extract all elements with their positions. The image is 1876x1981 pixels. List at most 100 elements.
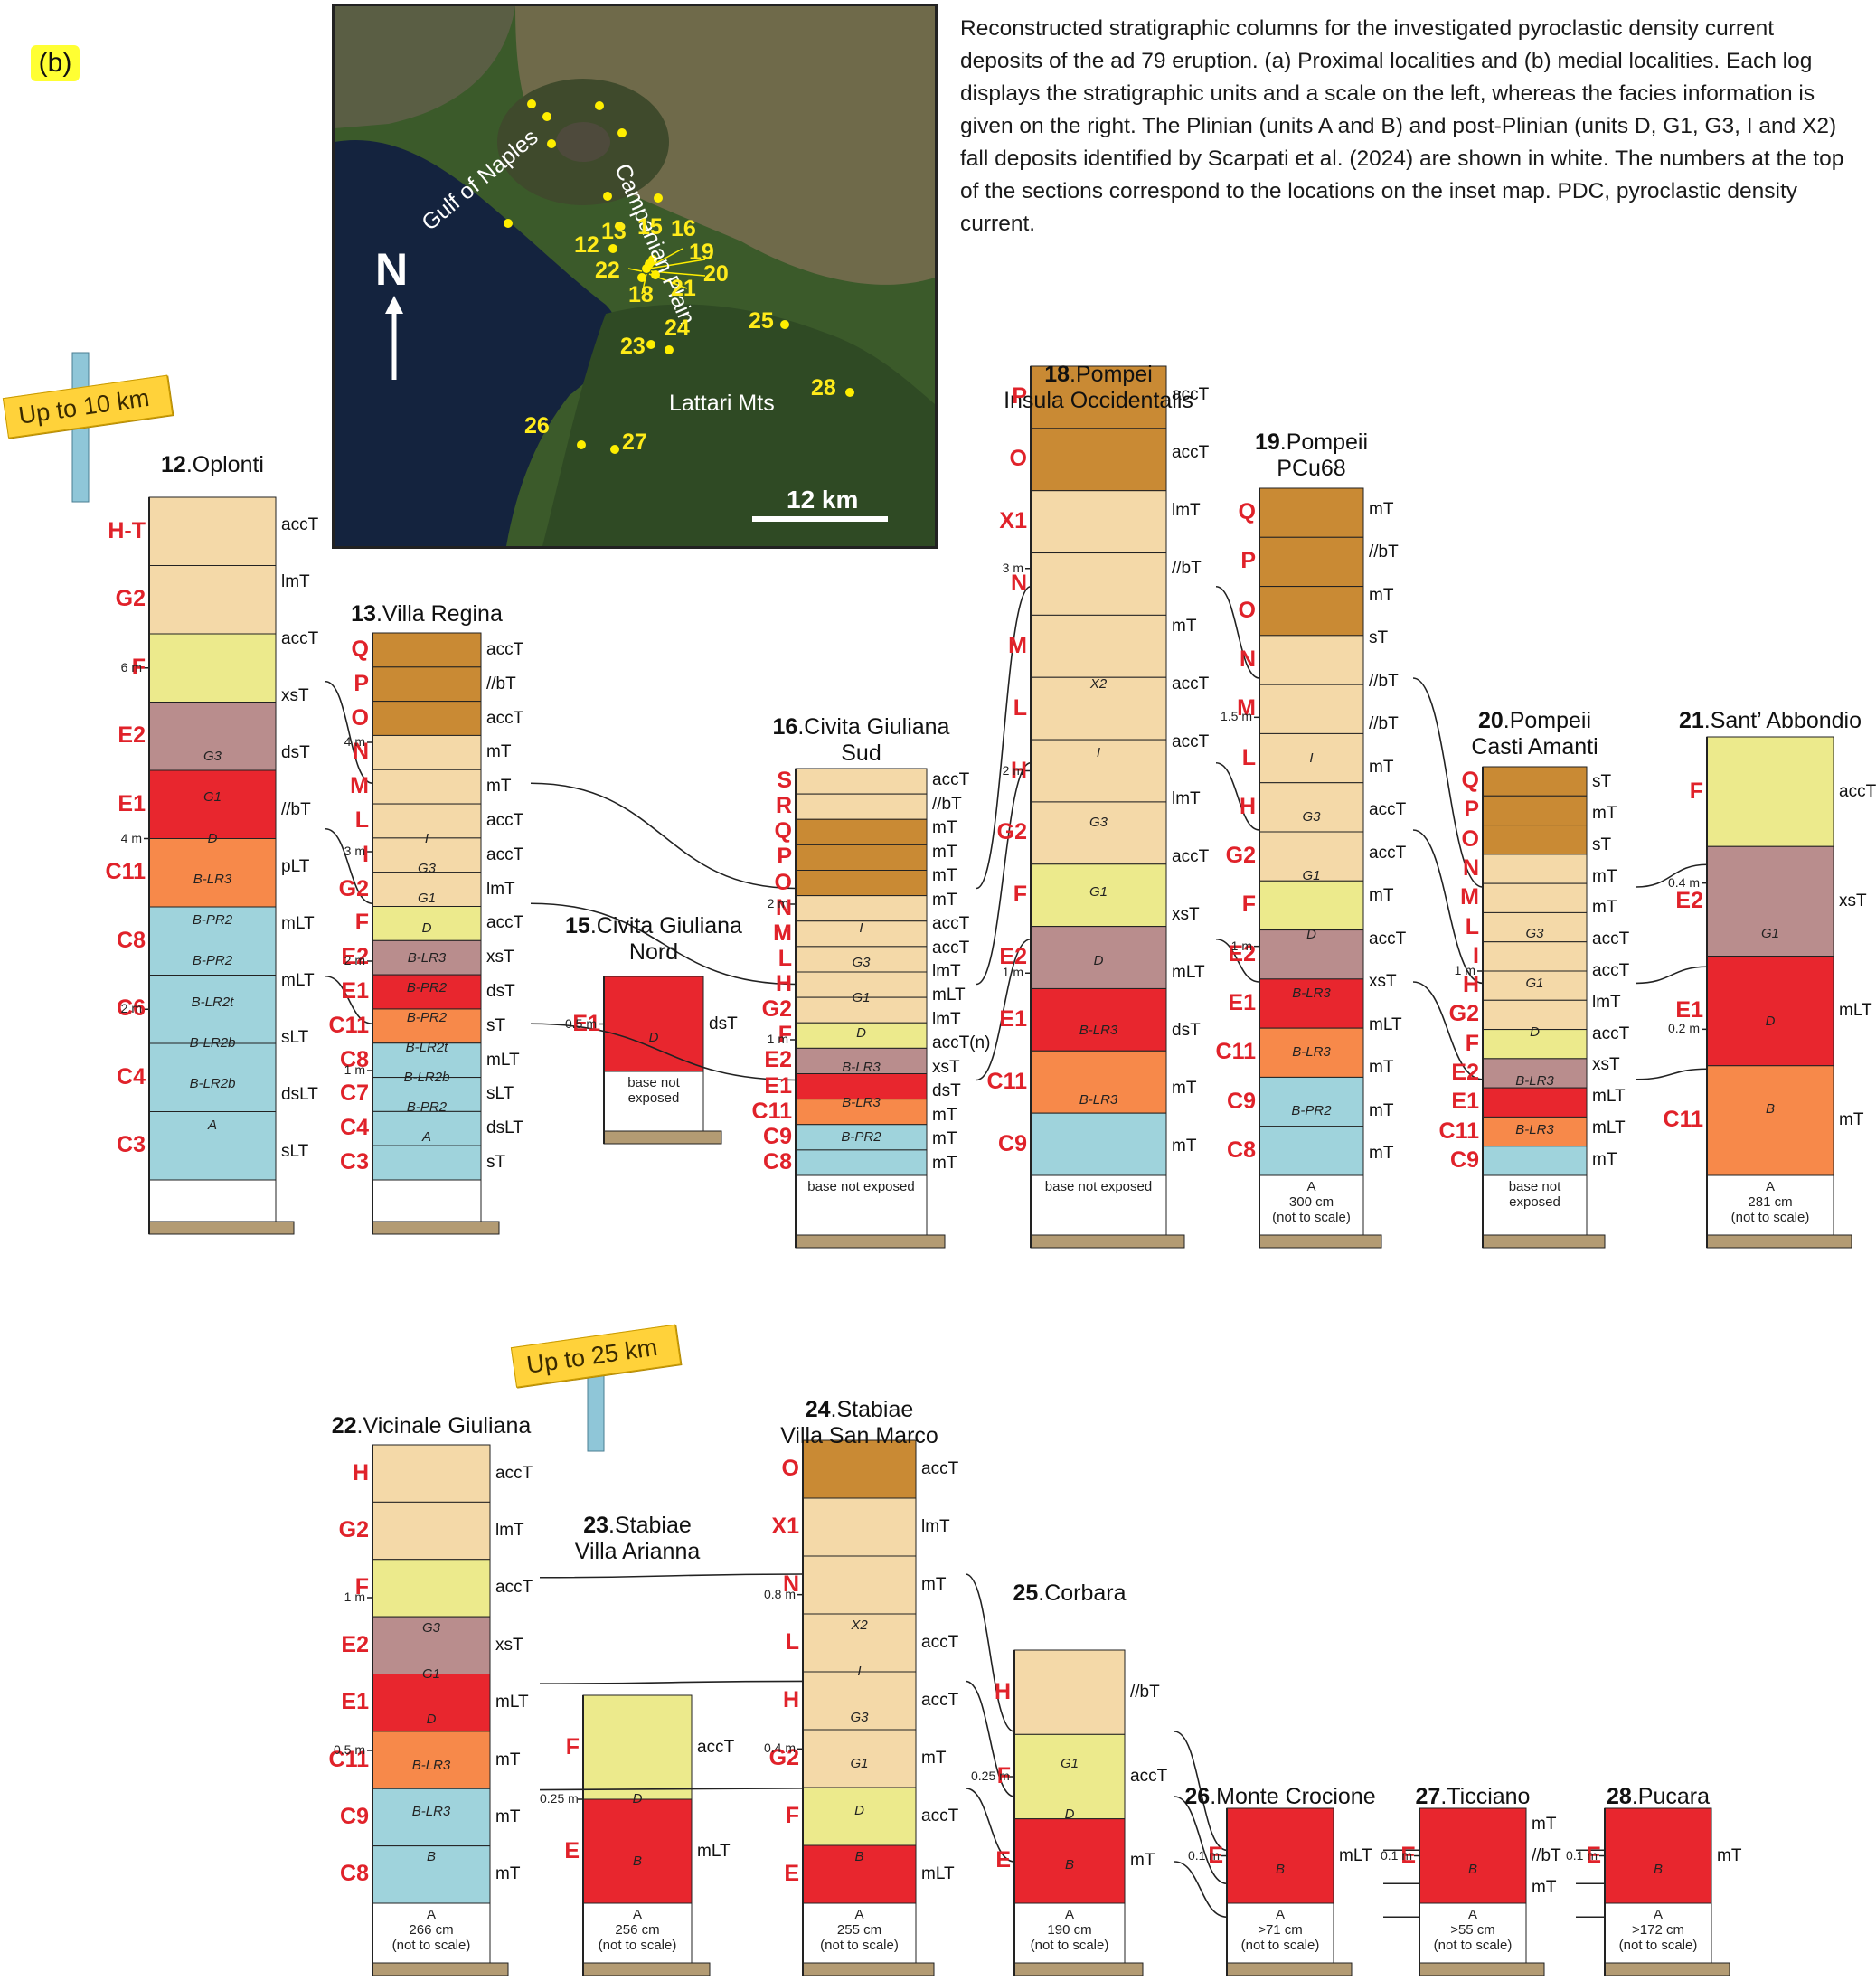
tie-line-1-1	[530, 902, 797, 986]
col-20-unit-o: O	[1461, 825, 1479, 852]
map-site-21: 21	[671, 276, 696, 301]
col-18-bed-name-5: B-LR3	[1079, 1023, 1118, 1039]
col-18-facies-7: lmT	[1172, 789, 1201, 809]
col-13-unit-c3: C3	[340, 1149, 369, 1175]
col-13-unit-c7: C7	[340, 1080, 369, 1107]
col-13-bed-name-1: G3	[417, 861, 436, 877]
col-16-bed-r	[795, 793, 928, 820]
col-22-bed-h	[372, 1444, 491, 1503]
col-16-bed-s	[795, 768, 928, 795]
col-18-facies-6: accT	[1172, 731, 1210, 751]
col-12-facies-3: xsT	[281, 686, 309, 706]
col-16-facies-15: mT	[932, 1129, 957, 1149]
col-12-ground	[148, 1221, 295, 1235]
col-19-facies-9: mT	[1369, 886, 1394, 906]
col-20-unit-p: P	[1464, 797, 1479, 823]
col-18-facies-11: dsT	[1172, 1021, 1201, 1041]
col-25-bed-name-0: G1	[1060, 1756, 1079, 1771]
col-13-bed-q	[372, 632, 482, 668]
col-21-ground	[1706, 1234, 1852, 1249]
col-23-base-label: A 256 cm (not to scale)	[598, 1907, 677, 1953]
col-16-number: 16	[772, 714, 798, 740]
col-28-number: 28	[1607, 1784, 1632, 1809]
col-18-bed-m	[1030, 614, 1167, 678]
map-site-dots	[504, 99, 854, 454]
col-21-unit-e1: E1	[1675, 997, 1703, 1024]
col-27-title-dot: .	[1440, 1784, 1447, 1809]
col-20-bed-g2	[1482, 999, 1588, 1031]
tie-line-4-0	[1412, 677, 1484, 888]
col-27-bed-name-0: B	[1467, 1862, 1477, 1878]
col-13-facies-5: accT	[486, 810, 524, 830]
col-13-ground	[372, 1221, 500, 1235]
col-19-ground	[1259, 1234, 1382, 1249]
tie-line-6-2	[539, 1788, 804, 1791]
col-20-facies-3: mT	[1592, 866, 1617, 886]
col-23-base-block	[582, 1902, 693, 1964]
col-16-bed-name-2: G1	[852, 989, 871, 1005]
col-15-base-label: base not exposed	[627, 1075, 680, 1106]
tie-line-3-0	[1215, 585, 1260, 679]
map-background	[335, 6, 935, 546]
col-27-facies-2: mT	[1532, 1877, 1557, 1897]
col-16-facies-8: lmT	[932, 962, 961, 981]
tie-line-5-0	[1636, 863, 1708, 888]
col-24-facies-4: accT	[921, 1691, 959, 1710]
col-18-facies-10: mLT	[1172, 963, 1205, 983]
col-19-unit-c8: C8	[1227, 1137, 1256, 1163]
tie-line-8-1	[1174, 1796, 1228, 1885]
col-13-bed-name-10: A	[421, 1129, 431, 1146]
col-19-bed-e1	[1259, 978, 1364, 1029]
tie-line-0-0	[325, 680, 373, 785]
col-19-bed-o	[1259, 586, 1364, 637]
col-22-facies-7: mT	[495, 1864, 521, 1884]
col-19-bed-name-3: D	[1306, 927, 1316, 942]
tie-line-2-2	[976, 938, 1032, 1081]
col-15-unit-e1: E1	[572, 1010, 600, 1036]
col-24-bed-x1	[802, 1497, 917, 1557]
col-20-bed-name-1: G1	[1525, 975, 1544, 991]
col-24-title-dot: .	[830, 1397, 837, 1422]
col-15-title: 15.Civita Giuliana Nord	[541, 913, 767, 966]
col-26-number: 26	[1184, 1784, 1211, 1809]
map-leader-lines	[627, 248, 706, 295]
col-16-facies-4: mT	[932, 866, 957, 886]
col-12-bed-c11	[148, 838, 277, 908]
col-18-facies-5: accT	[1172, 674, 1210, 693]
col-20-facies-1: mT	[1592, 804, 1617, 824]
col-25-unit-h: H	[994, 1678, 1011, 1704]
col-19-bed-h	[1259, 782, 1364, 833]
col-13-bed-c7	[372, 1077, 482, 1112]
col-20-ground	[1482, 1234, 1606, 1249]
col-16-bed-e1	[795, 1073, 928, 1100]
col-16-base-label: base not exposed	[807, 1179, 915, 1194]
col-18-number: 18	[1044, 362, 1070, 387]
col-13-bed-name-3: D	[421, 920, 432, 937]
col-19-unit-e2: E2	[1228, 940, 1256, 967]
col-12-title-dot: .	[185, 452, 193, 477]
col-13-bed-e2	[372, 939, 482, 976]
col-20-facies-5: accT	[1592, 929, 1630, 949]
col-22-unit-h: H	[352, 1459, 369, 1486]
col-12-bed-name-8: B-LR2b	[189, 1076, 236, 1092]
col-20-unit-h: H	[1462, 972, 1479, 998]
col-18-bed-name-6: B-LR3	[1079, 1091, 1118, 1108]
col-19-unit-n: N	[1239, 646, 1256, 672]
col-24-unit-x1: X1	[771, 1514, 799, 1539]
col-21-name: Sant’ Abbondio	[1710, 708, 1862, 733]
col-22-facies-4: mLT	[495, 1693, 529, 1712]
col-15-scale-0: 0.5 m	[564, 1015, 597, 1031]
col-22-number: 22	[331, 1413, 357, 1439]
col-23-bed-name-0: D	[632, 1791, 643, 1806]
col-19-facies-1: //bT	[1369, 542, 1399, 562]
col-18-bed-g2	[1030, 801, 1167, 865]
col-16-unit-r: R	[775, 793, 792, 819]
col-13-unit-e2: E2	[341, 944, 369, 970]
col-20-unit-e1: E1	[1451, 1089, 1479, 1115]
col-22-title: 22.Vicinale Giuliana	[309, 1413, 553, 1439]
col-19-unit-p: P	[1240, 548, 1256, 574]
col-20-unit-m: M	[1460, 884, 1479, 910]
col-22-unit-c8: C8	[340, 1861, 369, 1887]
col-18-unit-o: O	[1009, 446, 1027, 472]
